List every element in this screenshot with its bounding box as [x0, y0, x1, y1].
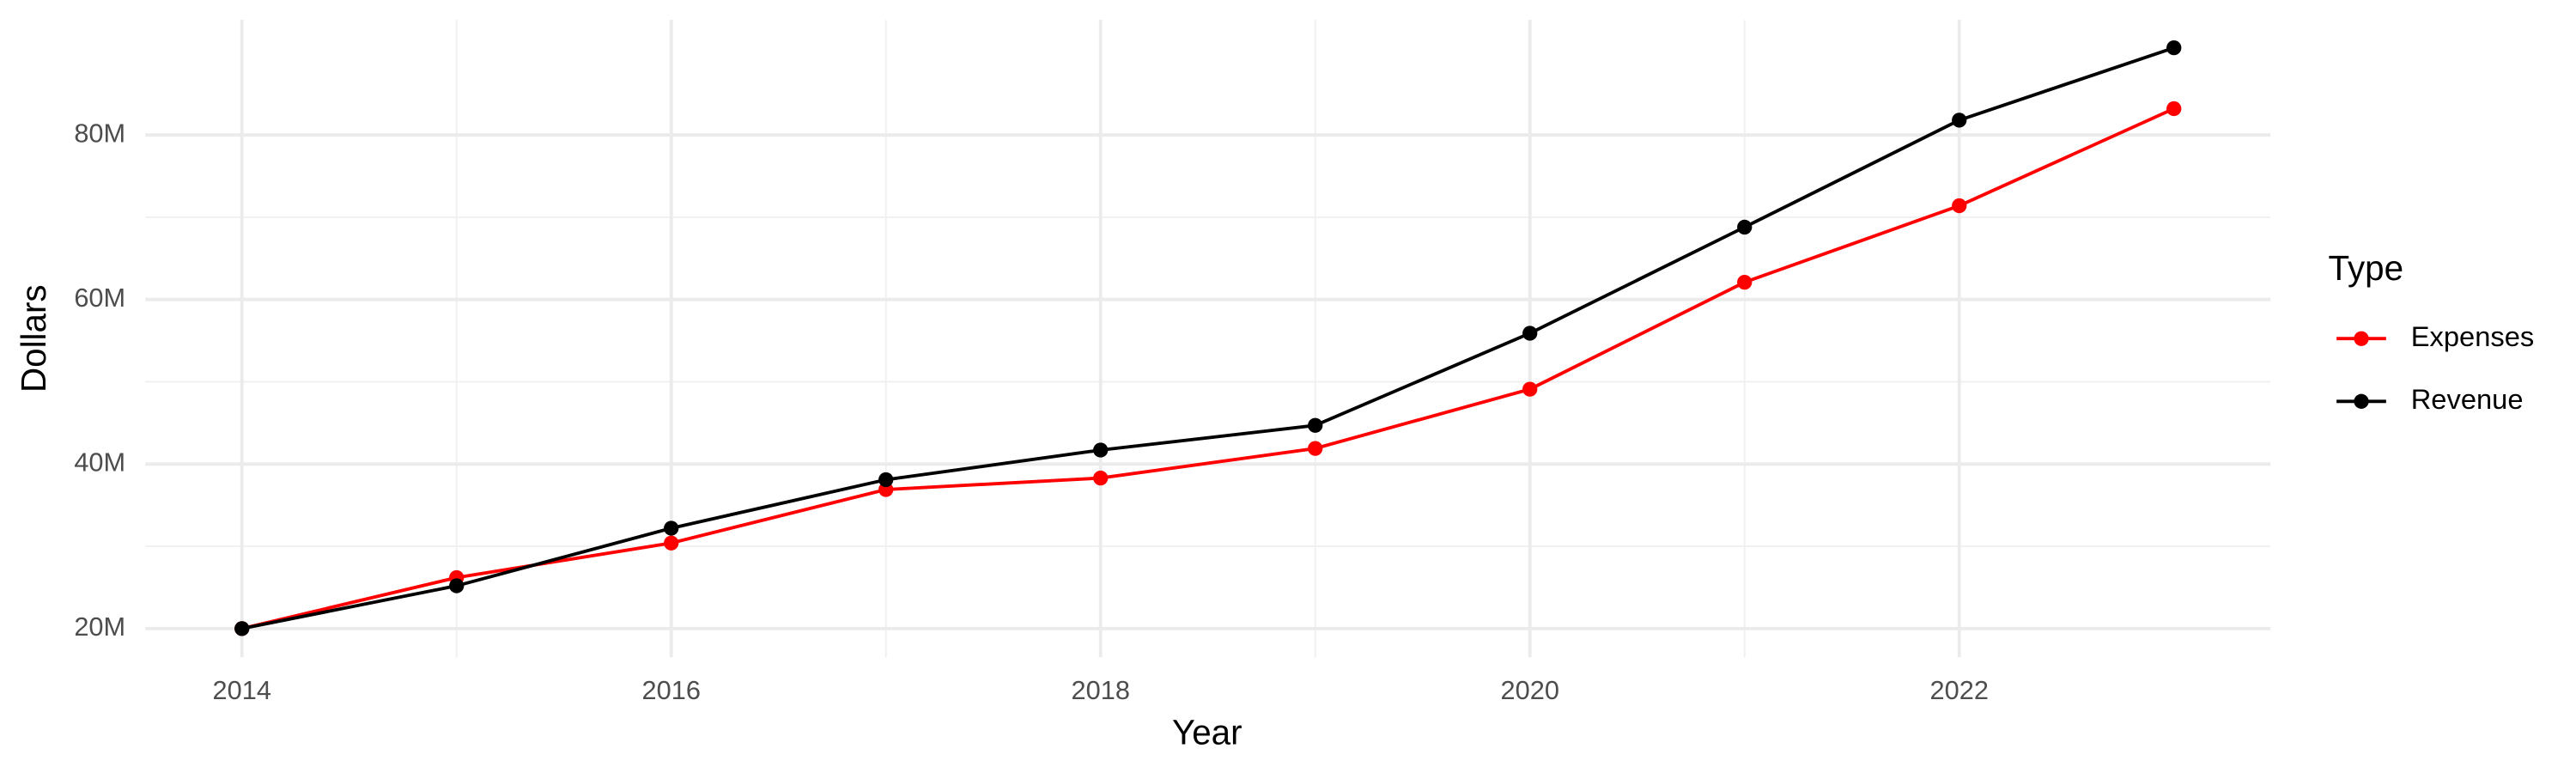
y-axis-title: Dollars [14, 284, 53, 393]
legend-key-point [2354, 393, 2369, 409]
x-tick-label: 2014 [213, 675, 271, 705]
y-tick-label: 60M [74, 283, 125, 313]
x-tick-label: 2022 [1930, 675, 1989, 705]
data-point [2166, 100, 2182, 117]
legend-title: Type [2329, 248, 2404, 288]
data-point [234, 621, 250, 636]
x-axis-title: Year [1172, 712, 1242, 752]
data-point [1308, 417, 1323, 433]
legend-label: Revenue [2411, 383, 2524, 415]
y-tick-label: 40M [74, 447, 125, 477]
data-point [664, 520, 679, 536]
data-point [1737, 219, 1753, 235]
data-point [1093, 442, 1109, 458]
data-point [664, 535, 679, 551]
data-point [1522, 326, 1538, 341]
legend-label: Expenses [2411, 320, 2535, 352]
data-point [1522, 381, 1538, 397]
series-line [241, 107, 2175, 630]
data-point [878, 472, 894, 488]
x-tick-label: 2020 [1501, 675, 1559, 705]
data-point [1308, 441, 1323, 456]
y-tick-label: 20M [74, 612, 125, 642]
data-point [1952, 113, 1967, 128]
data-point [1952, 198, 1967, 214]
data-point [1093, 470, 1109, 486]
y-tick-label: 80M [74, 118, 125, 148]
x-tick-label: 2016 [642, 675, 701, 705]
data-point [2166, 40, 2182, 56]
legend-key-point [2354, 331, 2369, 346]
data-point [1737, 274, 1753, 290]
x-tick-label: 2018 [1072, 675, 1130, 705]
series-line [241, 46, 2175, 630]
data-point [449, 578, 465, 593]
